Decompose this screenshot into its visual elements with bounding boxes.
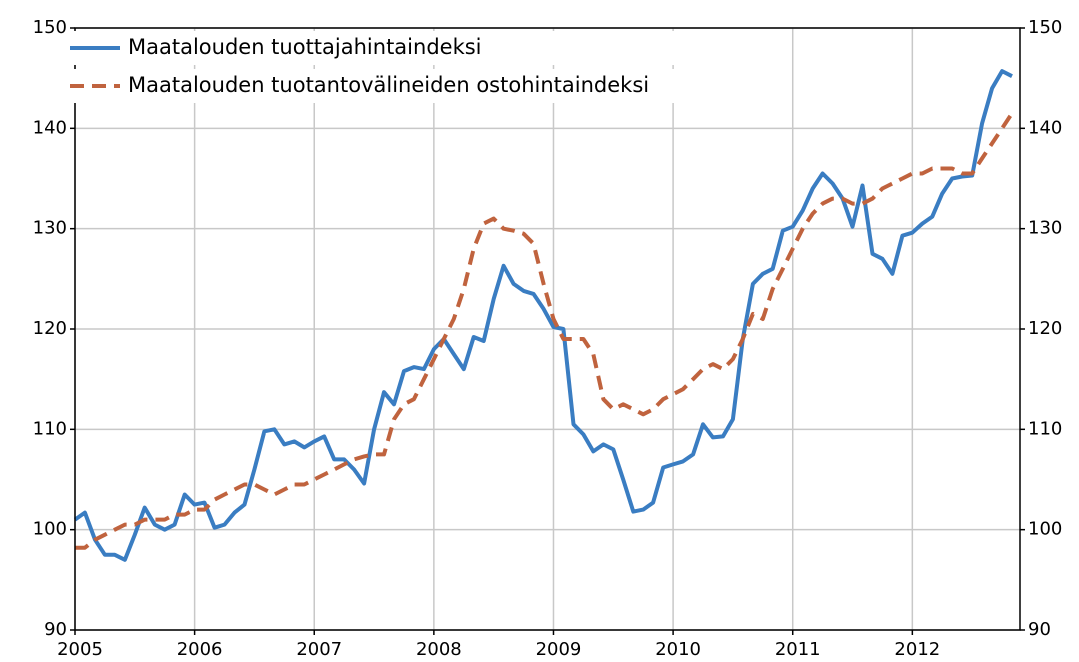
y2-tick-label: 100	[1028, 519, 1062, 540]
legend-bg	[66, 69, 756, 103]
series-line	[73, 69, 1013, 562]
y-tick-label: 140	[33, 117, 67, 138]
y2-tick-label: 130	[1028, 218, 1062, 239]
x-tick-label: 2009	[536, 639, 582, 660]
legend-label: Maatalouden tuotantovälineiden ostohinta…	[128, 73, 649, 97]
legend-label: Maatalouden tuottajahintaindeksi	[128, 35, 482, 59]
x-tick-label: 2010	[655, 639, 701, 660]
y-tick-label: 130	[33, 218, 67, 239]
x-tick-label: 2005	[57, 639, 103, 660]
x-tick-label: 2011	[775, 639, 821, 660]
x-tick-label: 2007	[296, 639, 342, 660]
x-tick-label: 2012	[894, 639, 940, 660]
legend: Maatalouden tuottajahintaindeksi Maatalou…	[66, 31, 756, 103]
y2-tick-label: 110	[1028, 418, 1062, 439]
series-line	[75, 112, 1014, 550]
y2-tick-label: 120	[1028, 318, 1062, 339]
legend-bg	[66, 31, 756, 65]
y-tick-label: 120	[33, 318, 67, 339]
y2-tick-label: 140	[1028, 117, 1062, 138]
y-tick-label: 100	[33, 519, 67, 540]
x-tick-label: 2006	[177, 639, 223, 660]
y-tick-label: 150	[33, 17, 67, 38]
y-tick-label: 90	[44, 619, 67, 640]
plot-frame	[74, 27, 1021, 631]
y2-tick-label: 150	[1028, 17, 1062, 38]
y-tick-label: 110	[33, 418, 67, 439]
x-tick-label: 2008	[416, 639, 462, 660]
y2-tick-label: 90	[1028, 619, 1051, 640]
